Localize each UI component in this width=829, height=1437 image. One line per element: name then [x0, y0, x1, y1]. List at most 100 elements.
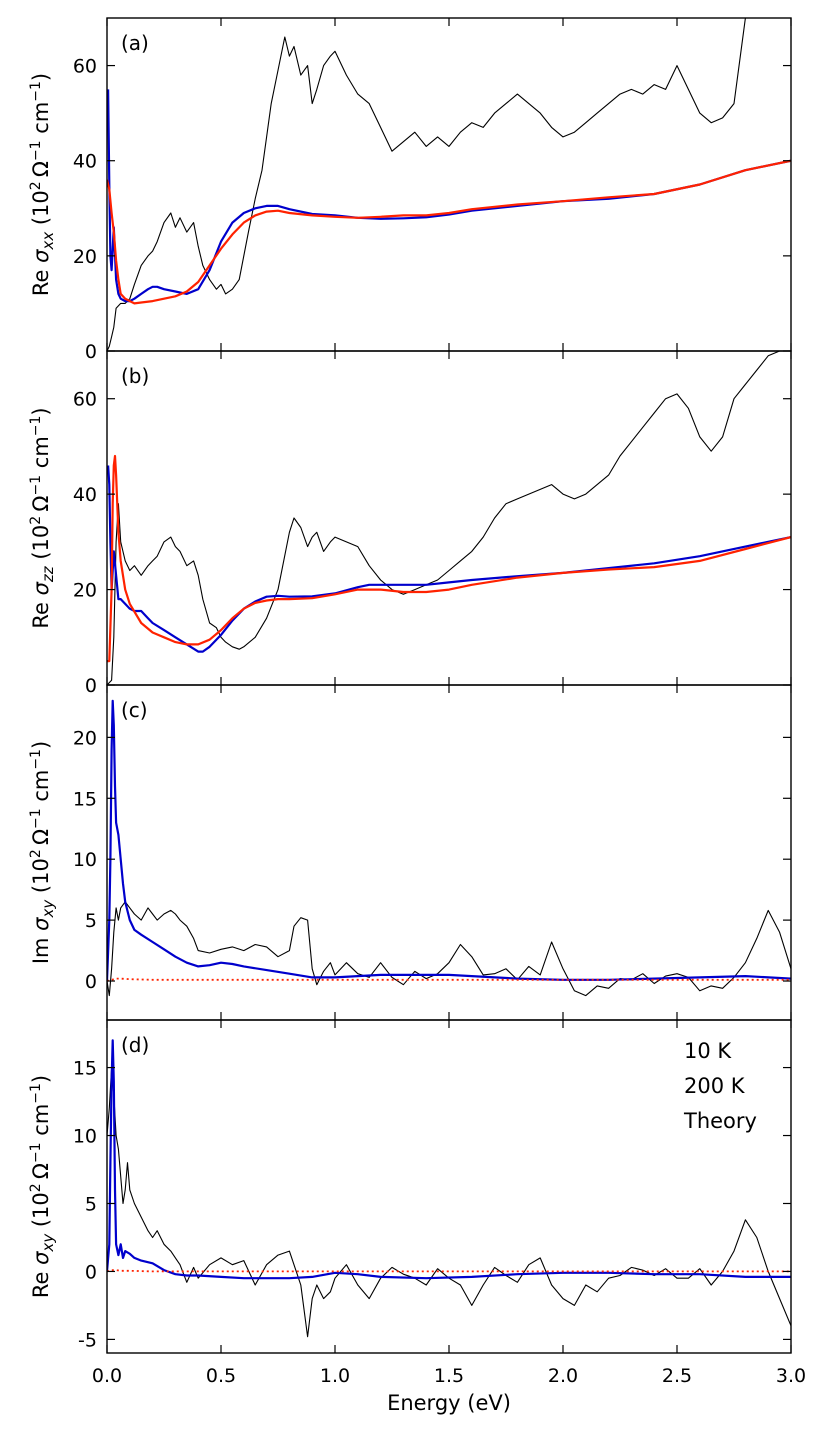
y-axis-title-part: (10	[29, 525, 53, 567]
y-axis-title-b: Re σzz (102 Ω−1 cm−1)	[28, 407, 57, 628]
y-axis-title-part: Ω	[29, 496, 53, 516]
series-group-d	[107, 1039, 791, 1338]
y-tick-label: 40	[73, 151, 97, 173]
y-axis-title-part: −1	[28, 140, 44, 161]
y-axis-title-part: −1	[28, 749, 44, 770]
legend-entry-10k: 10 K	[684, 1039, 732, 1063]
y-tick-label: 0	[85, 675, 97, 697]
x-tick-label: 1.5	[434, 1365, 464, 1387]
y-axis-title-part: −1	[28, 475, 44, 496]
series-group-b	[107, 351, 791, 685]
panel-label-d: (d)	[121, 1033, 149, 1057]
y-axis-title-part: )	[29, 1075, 53, 1083]
series-group-c	[107, 699, 791, 997]
y-axis-title-part: cm	[29, 770, 53, 809]
legend-entry-200k: 200 K	[684, 1074, 746, 1098]
panel-label-c: (c)	[121, 698, 148, 722]
y-axis-title-part: −1	[28, 1083, 44, 1104]
plot-frame-c	[106, 684, 792, 1021]
y-tick-label: 15	[73, 1058, 97, 1080]
y-axis-title-part: cm	[29, 102, 53, 141]
y-axis-title-part: Ω	[29, 829, 53, 849]
y-tick-label: 60	[73, 56, 97, 78]
panel-label-a: (a)	[121, 31, 149, 55]
x-tick-label: 0.0	[92, 1365, 122, 1387]
series-theory-line-d	[107, 1067, 791, 1338]
y-axis-title-part: (10	[29, 190, 53, 232]
y-axis-title-part: 2	[28, 849, 44, 858]
y-axis-title-part: −1	[28, 1142, 44, 1163]
y-tick-label: 60	[73, 389, 97, 411]
x-tick-label: 3.0	[776, 1365, 806, 1387]
y-axis-title-d: Re σxy (102 Ω−1 cm−1)	[28, 1075, 57, 1298]
y-axis-title-part: Im	[29, 931, 53, 964]
y-axis-title-part: 2	[28, 1183, 44, 1192]
y-tick-label: 20	[73, 580, 97, 602]
series-200-k-line-c	[107, 977, 791, 982]
y-axis-title-part: )	[29, 407, 53, 415]
x-tick-label: 0.5	[206, 1365, 236, 1387]
series-200-k-line-d	[107, 1269, 791, 1273]
y-axis-title-part: σ	[29, 249, 53, 263]
plot-frame-d	[106, 1019, 792, 1354]
series-theory-line-b	[107, 351, 782, 685]
y-axis-title-part: cm	[29, 436, 53, 475]
y-axis-title-part: zz	[39, 565, 57, 583]
y-axis-title-a: Re σxx (102 Ω−1 cm−1)	[28, 73, 57, 296]
y-axis-title-part: xy	[39, 899, 57, 919]
y-axis-title-part: Re	[29, 595, 53, 628]
y-axis-title-part: cm	[29, 1104, 53, 1143]
y-axis-title-part: −1	[28, 81, 44, 102]
y-axis-title-part: −1	[28, 416, 44, 437]
x-tick-label: 2.0	[548, 1365, 578, 1387]
series-group-a	[107, 18, 791, 351]
plot-frame-a	[106, 17, 792, 352]
series-theory-line-a	[107, 18, 747, 351]
y-axis-title-part: Re	[29, 263, 53, 296]
y-axis-title-part: σ	[29, 581, 53, 595]
panel-label-b: (b)	[121, 364, 149, 388]
y-tick-label: 20	[73, 727, 97, 749]
y-axis-title-part: Ω	[29, 1163, 53, 1183]
y-tick-label: 5	[85, 910, 97, 932]
series-10-k-line-a	[107, 89, 791, 303]
series-200-k-line-b	[107, 454, 791, 663]
y-tick-label: 15	[73, 788, 97, 810]
y-tick-label: 0	[85, 1261, 97, 1283]
panel-d: 0.0 0.5 1.0 1.5 2.0 2.5 3.0 -5 0 5 10 15 (d) Re σxy (…	[28, 1019, 806, 1387]
y-axis-title-part: σ	[29, 917, 53, 931]
y-axis-title-part: −1	[28, 808, 44, 829]
y-tick-label: 0	[85, 971, 97, 993]
legend-entry-theory: Theory	[683, 1109, 757, 1133]
legend: 10 K 200 K Theory	[683, 1039, 757, 1133]
y-axis-title-part: σ	[29, 1251, 53, 1265]
y-axis-title-part: (10	[29, 858, 53, 900]
y-tick-label: 5	[85, 1193, 97, 1215]
series-200-k-line-a	[107, 159, 791, 305]
panel-b: 0 20 40 60 (b) Re σzz (102 Ω−1 cm−1)	[28, 350, 792, 697]
series-theory-line-c	[107, 901, 791, 997]
y-tick-label: 20	[73, 246, 97, 268]
y-axis-title-part: )	[29, 741, 53, 749]
y-tick-label: -5	[78, 1329, 97, 1351]
y-axis-title-part: Re	[29, 1265, 53, 1298]
plot-frame-b	[106, 350, 792, 686]
y-tick-label: 40	[73, 484, 97, 506]
y-axis-title-part: 2	[28, 181, 44, 190]
x-tick-label: 2.5	[662, 1365, 692, 1387]
series-10-k-line-c	[107, 699, 791, 982]
y-axis-title-part: )	[29, 73, 53, 81]
x-tick-label: 1.0	[320, 1365, 350, 1387]
y-axis-title-c: Im σxy (102 Ω−1 cm−1)	[28, 741, 57, 964]
y-axis-title-part: xy	[39, 1233, 57, 1253]
y-tick-label: 10	[73, 1126, 97, 1148]
y-axis-title-part: (10	[29, 1192, 53, 1234]
x-axis-title: Energy (eV)	[387, 1391, 511, 1415]
series-10-k-line-b	[107, 465, 791, 653]
series-10-k-line-d	[107, 1039, 791, 1280]
y-axis-title-part: Ω	[29, 161, 53, 181]
y-axis-title-part: xx	[39, 232, 57, 251]
y-tick-label: 0	[85, 341, 97, 363]
